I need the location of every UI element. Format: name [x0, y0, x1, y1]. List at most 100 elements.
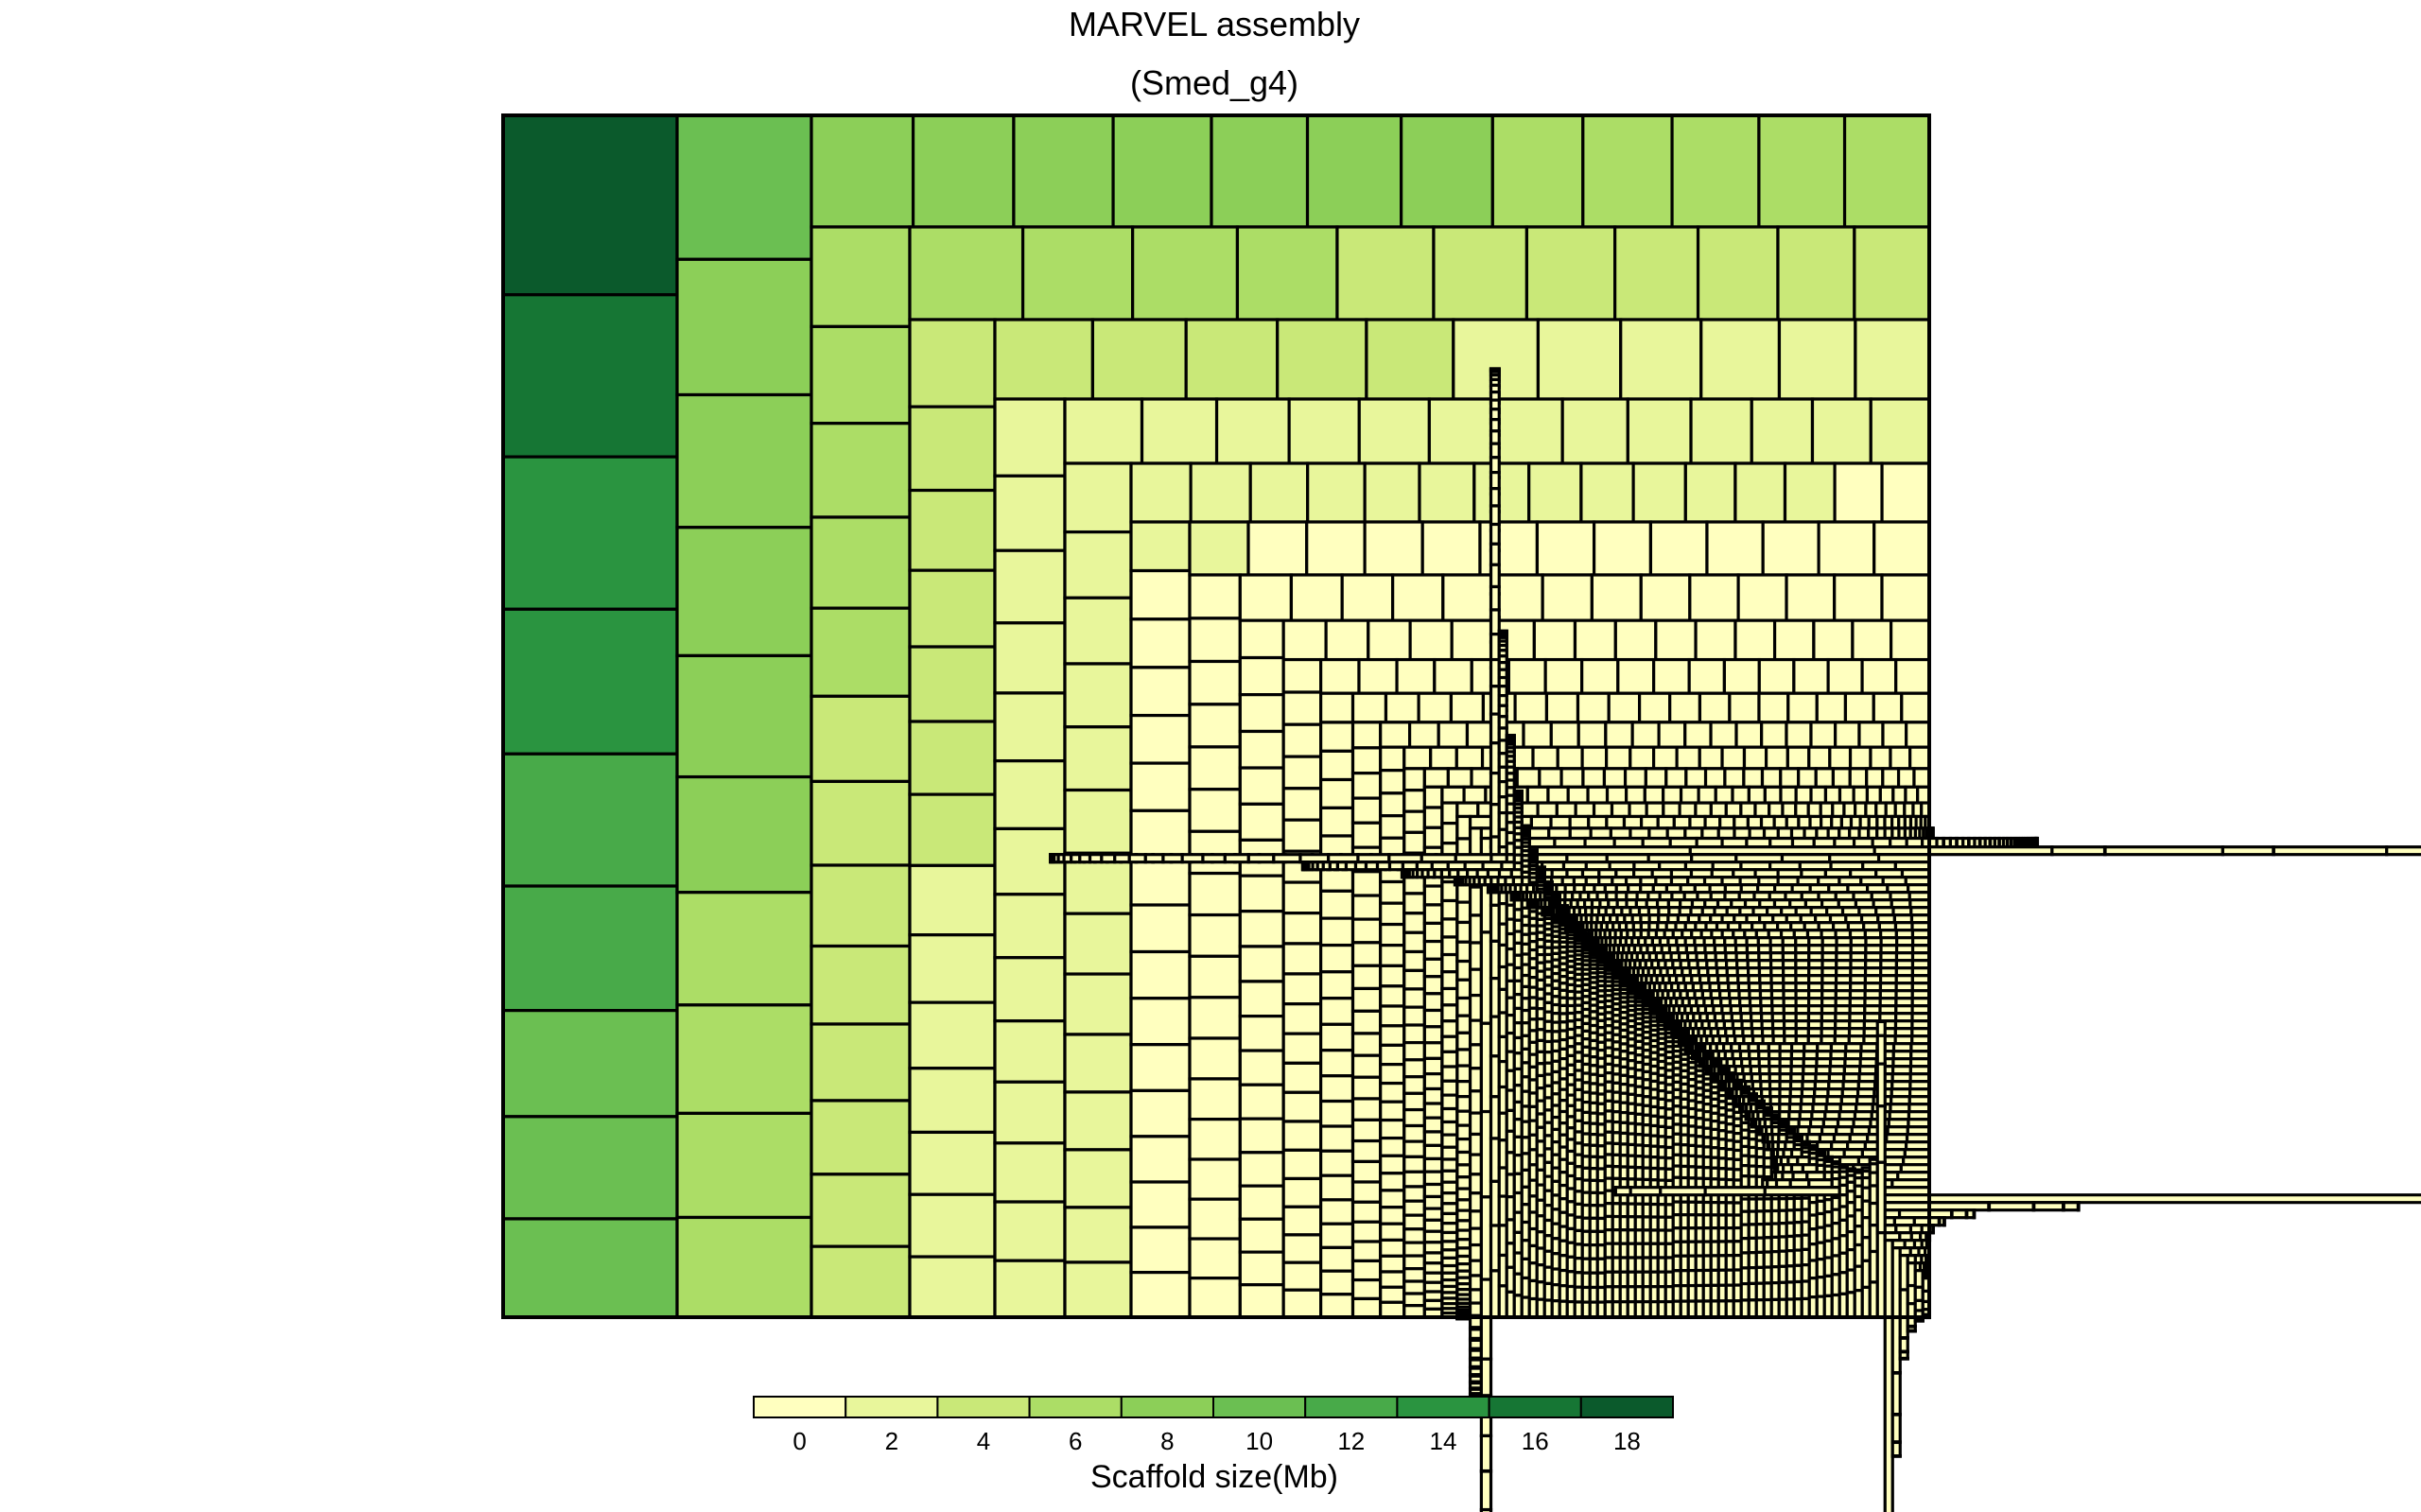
scaffold-tile [1063, 788, 1133, 855]
scaffold-tile [1422, 826, 1444, 849]
scaffold-tile [1679, 785, 1700, 805]
scaffold-tile [1687, 657, 1726, 695]
scaffold-tile [1402, 1005, 1426, 1027]
scaffold-tile [1468, 967, 1483, 998]
scaffold-tile [810, 606, 912, 698]
scaffold-tile [1129, 997, 1192, 1047]
scaffold-tile [1783, 461, 1837, 524]
legend-swatch [753, 1396, 847, 1418]
scaffold-tile [1678, 801, 1698, 819]
scaffold-tile [1246, 853, 1276, 864]
scaffold-tile [1402, 1279, 1426, 1295]
scaffold-tile [1238, 1283, 1285, 1319]
legend-swatch [1304, 1396, 1399, 1418]
scaffold-tile [1631, 461, 1687, 524]
scaffold-tile [1238, 1184, 1285, 1221]
scaffold-tile [1720, 745, 1747, 771]
scaffold-tile [1440, 1133, 1459, 1149]
scaffold-tile [1750, 397, 1815, 465]
scaffold-tile [1864, 801, 1878, 819]
scaffold-tile [1878, 785, 1895, 805]
scaffold-tile [1379, 1270, 1406, 1289]
scaffold-tile [1129, 1225, 1192, 1275]
scaffold-tile [1576, 691, 1611, 724]
scaffold-tile [1422, 921, 1444, 944]
scaffold-tile [1881, 767, 1901, 789]
scaffold-tile [908, 568, 997, 649]
scaffold-tile [1422, 903, 1444, 926]
scaffold-tile [1402, 767, 1426, 792]
scaffold-tile [1890, 1440, 1902, 1445]
scaffold-tile [1645, 801, 1665, 819]
scaffold-tile [1420, 520, 1482, 577]
scaffold-tile [1889, 745, 1912, 771]
scaffold-tile [1828, 745, 1853, 771]
scaffold-tile [1272, 853, 1302, 864]
scaffold-tile [1605, 785, 1629, 805]
scaffold-tile [993, 1200, 1067, 1262]
scaffold-tile [1865, 767, 1885, 789]
scaffold-tile [1319, 916, 1355, 947]
scaffold-tile [1630, 721, 1661, 749]
scaffold-tile [1350, 1220, 1383, 1243]
scaffold-tile [1440, 1191, 1459, 1206]
scaffold-tile [1479, 1469, 1493, 1473]
scaffold-tile [1238, 1250, 1285, 1287]
scaffold-tile [1184, 318, 1280, 401]
scaffold-tile [1468, 1173, 1483, 1195]
scaffold-tile [1281, 1090, 1323, 1123]
scaffold-tile [1402, 1040, 1426, 1062]
scaffold-tile [1281, 1002, 1323, 1035]
scaffold-tile [1906, 1324, 1917, 1329]
scaffold-tile [1525, 785, 1550, 805]
scaffold-tile [1063, 662, 1133, 729]
scaffold-tile [1794, 801, 1810, 819]
scaffold-tile [1675, 745, 1701, 771]
scaffold-tile [1281, 1260, 1323, 1292]
scaffold-tile [1683, 461, 1737, 524]
scaffold-tile [1063, 461, 1133, 534]
scaffold-tile [1402, 1023, 1426, 1045]
scaffold-tile [1422, 884, 1444, 907]
scaffold-tile [1489, 471, 1501, 491]
scaffold-tile [1422, 957, 1444, 979]
scaffold-tile [1652, 745, 1679, 771]
scaffold-tile [1489, 442, 1501, 460]
scaffold-tile [1468, 1301, 1483, 1317]
scaffold-tile [1088, 853, 1104, 864]
scaffold-tile [1619, 318, 1703, 401]
scaffold-tile [1319, 1293, 1355, 1319]
scaffold-tile [1281, 1032, 1323, 1065]
scaffold-tile [1350, 772, 1383, 800]
scaffold-tile [1238, 1083, 1285, 1121]
scaffold-tile [1350, 1138, 1383, 1164]
scaffold-tile [1238, 980, 1285, 1018]
scaffold-tile [1440, 986, 1459, 1007]
scaffold-tile [993, 956, 1067, 1023]
scaffold-tile [1772, 618, 1816, 662]
scaffold-tile [1012, 113, 1115, 229]
scaffold-tile [1188, 1157, 1242, 1201]
scaffold-tile [993, 1080, 1067, 1145]
scaffold-tile [1613, 618, 1658, 662]
scaffold-tile [1904, 785, 1920, 805]
scaffold-tile [1776, 225, 1856, 322]
scaffold-tile [1455, 814, 1472, 841]
scaffold-tile [1248, 461, 1310, 524]
scaffold-tile [1422, 1218, 1444, 1233]
scaffold-tile [1581, 767, 1607, 789]
scaffold-tile [1522, 721, 1553, 749]
scaffold-tile [1357, 657, 1399, 695]
scaffold-tile [1746, 814, 1764, 830]
scaffold-tile [1489, 542, 1501, 566]
scaffold-tile [1353, 860, 1368, 872]
scaffold-tile [1433, 657, 1473, 695]
scaffold-tile [1468, 1153, 1483, 1176]
scaffold-tile [1544, 691, 1580, 724]
scaffold-tile [1289, 573, 1344, 622]
scaffold-tile [2102, 845, 2107, 857]
scaffold-tile [1462, 785, 1488, 805]
scaffold-tile [1078, 853, 1092, 864]
scaffold-tile [1129, 856, 1192, 907]
